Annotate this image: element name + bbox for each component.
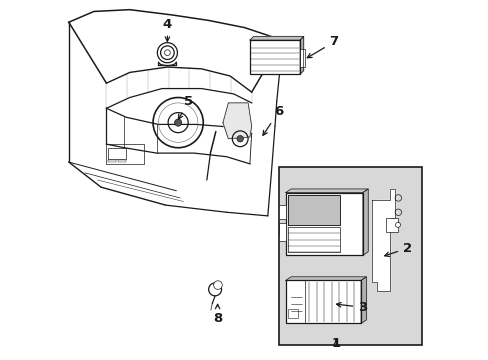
Text: 6: 6	[263, 105, 283, 135]
Text: 2: 2	[384, 242, 411, 256]
Bar	[287, 226, 339, 252]
Polygon shape	[360, 277, 366, 323]
Bar	[279, 223, 285, 241]
Bar	[287, 309, 298, 318]
Polygon shape	[300, 37, 303, 74]
Bar	[287, 195, 339, 225]
Circle shape	[157, 42, 177, 63]
Polygon shape	[362, 189, 367, 255]
Circle shape	[208, 283, 221, 296]
Text: 4: 4	[163, 18, 172, 41]
Bar	[287, 195, 339, 225]
Polygon shape	[371, 189, 394, 291]
Bar	[386, 218, 397, 232]
Bar	[285, 193, 362, 255]
Text: 5: 5	[178, 95, 193, 119]
Bar	[279, 205, 285, 220]
Bar	[108, 160, 116, 162]
Text: 1: 1	[331, 337, 340, 350]
Bar	[300, 49, 305, 67]
Bar	[249, 40, 300, 74]
Polygon shape	[285, 277, 366, 280]
Circle shape	[213, 281, 222, 289]
Bar	[285, 280, 360, 323]
Circle shape	[174, 119, 182, 126]
Polygon shape	[249, 37, 303, 40]
Text: 7: 7	[306, 35, 338, 58]
Bar	[278, 167, 421, 345]
Text: 8: 8	[213, 304, 222, 325]
Bar	[285, 280, 305, 323]
Circle shape	[395, 222, 400, 227]
Bar	[108, 148, 126, 159]
Polygon shape	[285, 189, 367, 193]
Bar	[118, 160, 125, 162]
Text: 3: 3	[336, 301, 366, 314]
Circle shape	[237, 135, 243, 142]
Polygon shape	[223, 103, 251, 139]
